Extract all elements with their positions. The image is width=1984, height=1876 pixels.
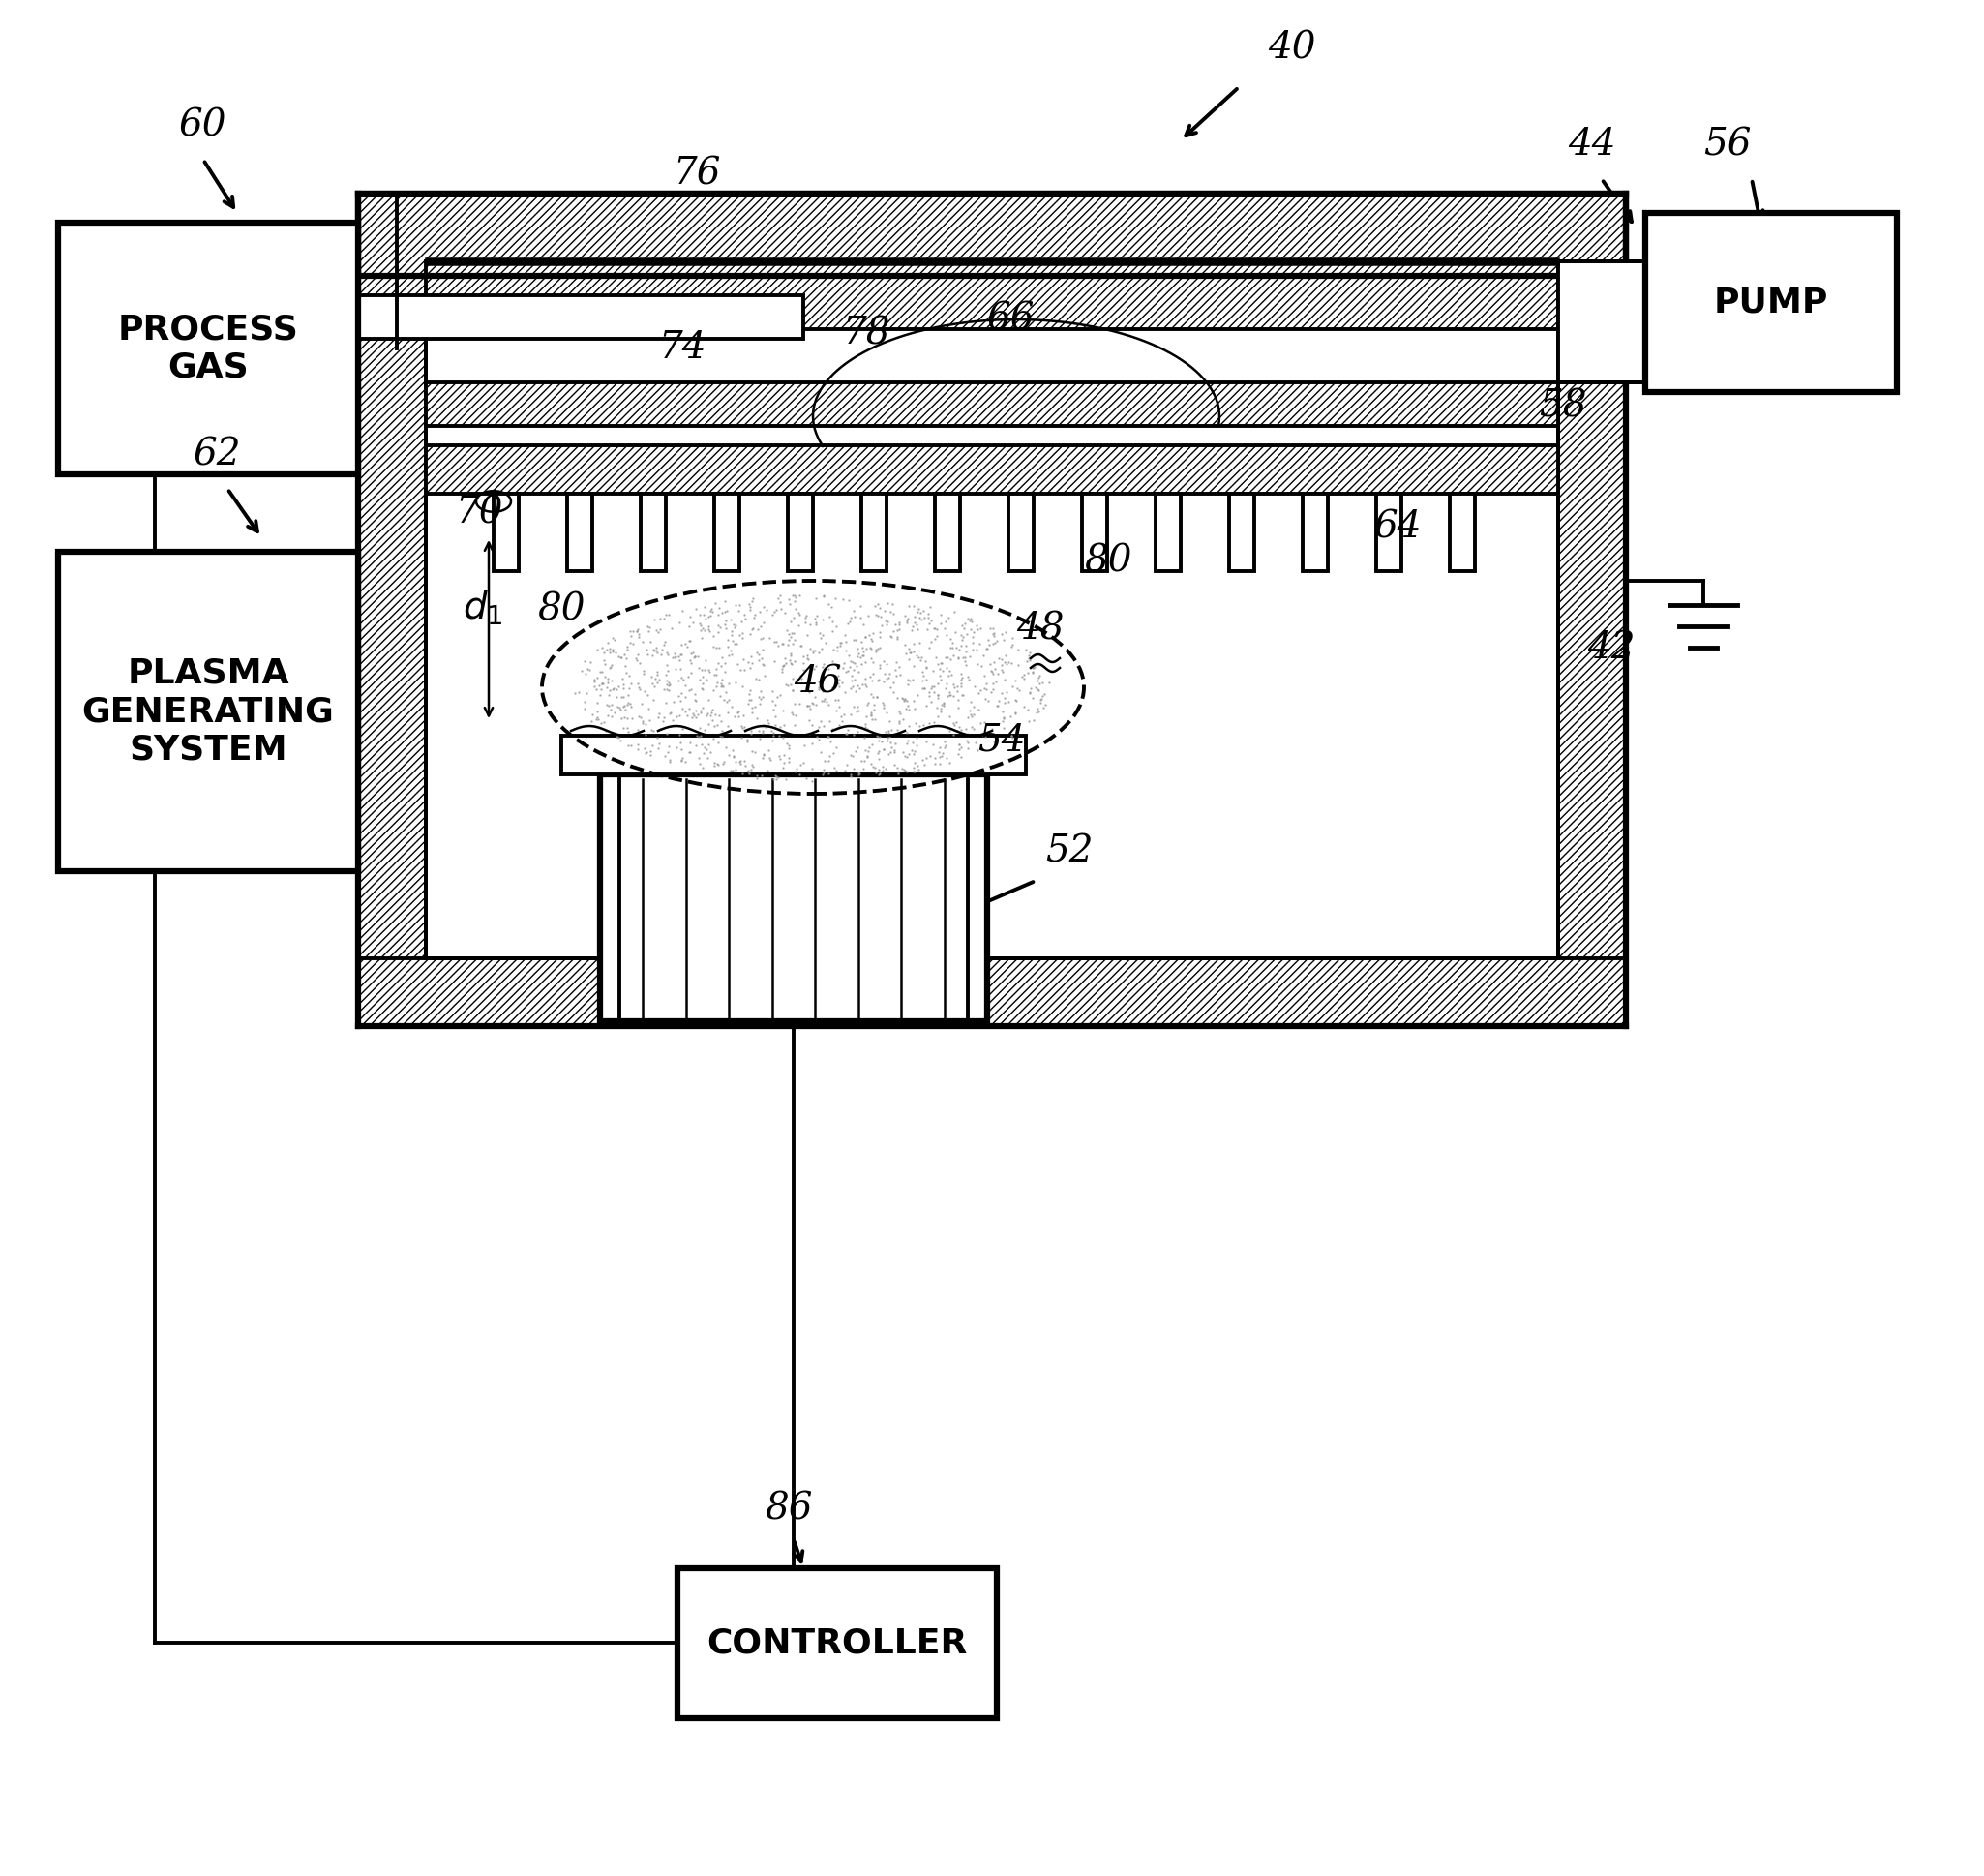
Bar — [934, 493, 960, 570]
Bar — [1557, 261, 1712, 383]
Text: 48: 48 — [1016, 612, 1063, 647]
Bar — [714, 493, 740, 570]
Bar — [677, 1568, 996, 1718]
Bar — [427, 383, 1557, 426]
Bar — [1450, 493, 1474, 570]
Text: 74: 74 — [659, 330, 706, 366]
Bar — [357, 193, 1627, 276]
Text: 70: 70 — [454, 495, 502, 531]
Text: 46: 46 — [794, 664, 841, 700]
Text: 76: 76 — [673, 156, 720, 191]
Text: 64: 64 — [1375, 508, 1423, 546]
Bar — [357, 959, 1627, 1026]
Bar — [567, 493, 593, 570]
Text: PROCESS
GAS: PROCESS GAS — [117, 313, 298, 385]
Text: 58: 58 — [1540, 388, 1587, 424]
Bar — [58, 223, 357, 475]
Bar — [1377, 493, 1401, 570]
Text: 66: 66 — [988, 300, 1036, 338]
Bar — [1557, 261, 1645, 383]
Bar — [599, 775, 988, 1021]
Bar — [357, 295, 804, 340]
Bar — [1230, 493, 1254, 570]
Text: 60: 60 — [179, 107, 226, 143]
Bar — [1008, 493, 1034, 570]
Bar — [561, 735, 1026, 775]
Bar — [494, 493, 518, 570]
Text: 54: 54 — [978, 722, 1026, 758]
Bar — [357, 261, 427, 1026]
Bar — [861, 493, 887, 570]
Text: 40: 40 — [1268, 30, 1315, 66]
Text: CONTROLLER: CONTROLLER — [706, 1626, 968, 1660]
Bar — [1645, 214, 1897, 392]
Bar — [427, 259, 1557, 265]
Text: PUMP: PUMP — [1714, 285, 1829, 319]
Bar — [1081, 493, 1107, 570]
Bar — [1557, 261, 1627, 1026]
Bar — [427, 261, 1627, 276]
Text: 78: 78 — [841, 315, 891, 351]
Text: 80: 80 — [1083, 542, 1131, 580]
Bar — [1303, 493, 1327, 570]
Text: $d_1$: $d_1$ — [462, 589, 502, 628]
Bar — [641, 493, 667, 570]
Bar — [1155, 493, 1180, 570]
Text: 62: 62 — [194, 437, 242, 473]
Text: 86: 86 — [764, 1491, 813, 1527]
Bar — [788, 493, 813, 570]
Bar — [427, 445, 1557, 493]
Text: 80: 80 — [538, 591, 585, 627]
Text: 44: 44 — [1567, 128, 1615, 163]
Text: PLASMA
GENERATING
SYSTEM: PLASMA GENERATING SYSTEM — [81, 657, 333, 765]
Text: 56: 56 — [1704, 128, 1752, 163]
Text: 52: 52 — [1046, 833, 1093, 869]
Bar — [58, 552, 357, 870]
Text: 42: 42 — [1587, 630, 1635, 666]
Bar — [357, 261, 1627, 328]
